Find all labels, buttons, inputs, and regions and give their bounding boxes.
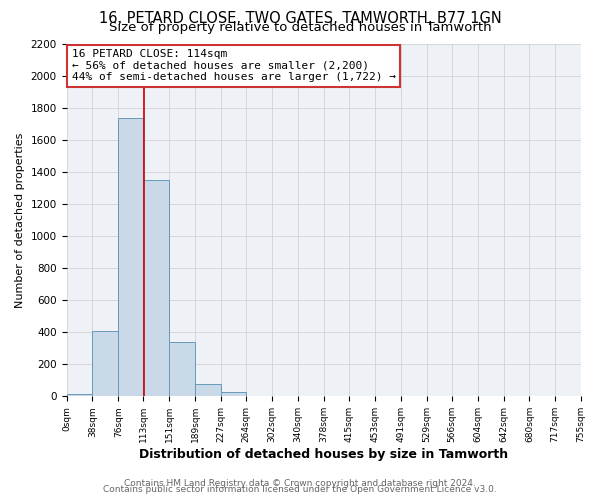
Text: Contains public sector information licensed under the Open Government Licence v3: Contains public sector information licen… (103, 485, 497, 494)
Bar (169, 342, 195, 396)
Text: Size of property relative to detached houses in Tamworth: Size of property relative to detached ho… (109, 22, 491, 35)
Text: 16, PETARD CLOSE, TWO GATES, TAMWORTH, B77 1GN: 16, PETARD CLOSE, TWO GATES, TAMWORTH, B… (98, 11, 502, 26)
Y-axis label: Number of detached properties: Number of detached properties (15, 132, 25, 308)
Bar (221, 392, 246, 396)
Bar (143, 180, 169, 396)
Bar (118, 118, 143, 396)
Bar (67, 394, 92, 396)
Bar (92, 330, 118, 396)
Text: 16 PETARD CLOSE: 114sqm
← 56% of detached houses are smaller (2,200)
44% of semi: 16 PETARD CLOSE: 114sqm ← 56% of detache… (71, 50, 395, 82)
Bar (195, 384, 221, 396)
Text: Contains HM Land Registry data © Crown copyright and database right 2024.: Contains HM Land Registry data © Crown c… (124, 478, 476, 488)
X-axis label: Distribution of detached houses by size in Tamworth: Distribution of detached houses by size … (139, 448, 508, 461)
